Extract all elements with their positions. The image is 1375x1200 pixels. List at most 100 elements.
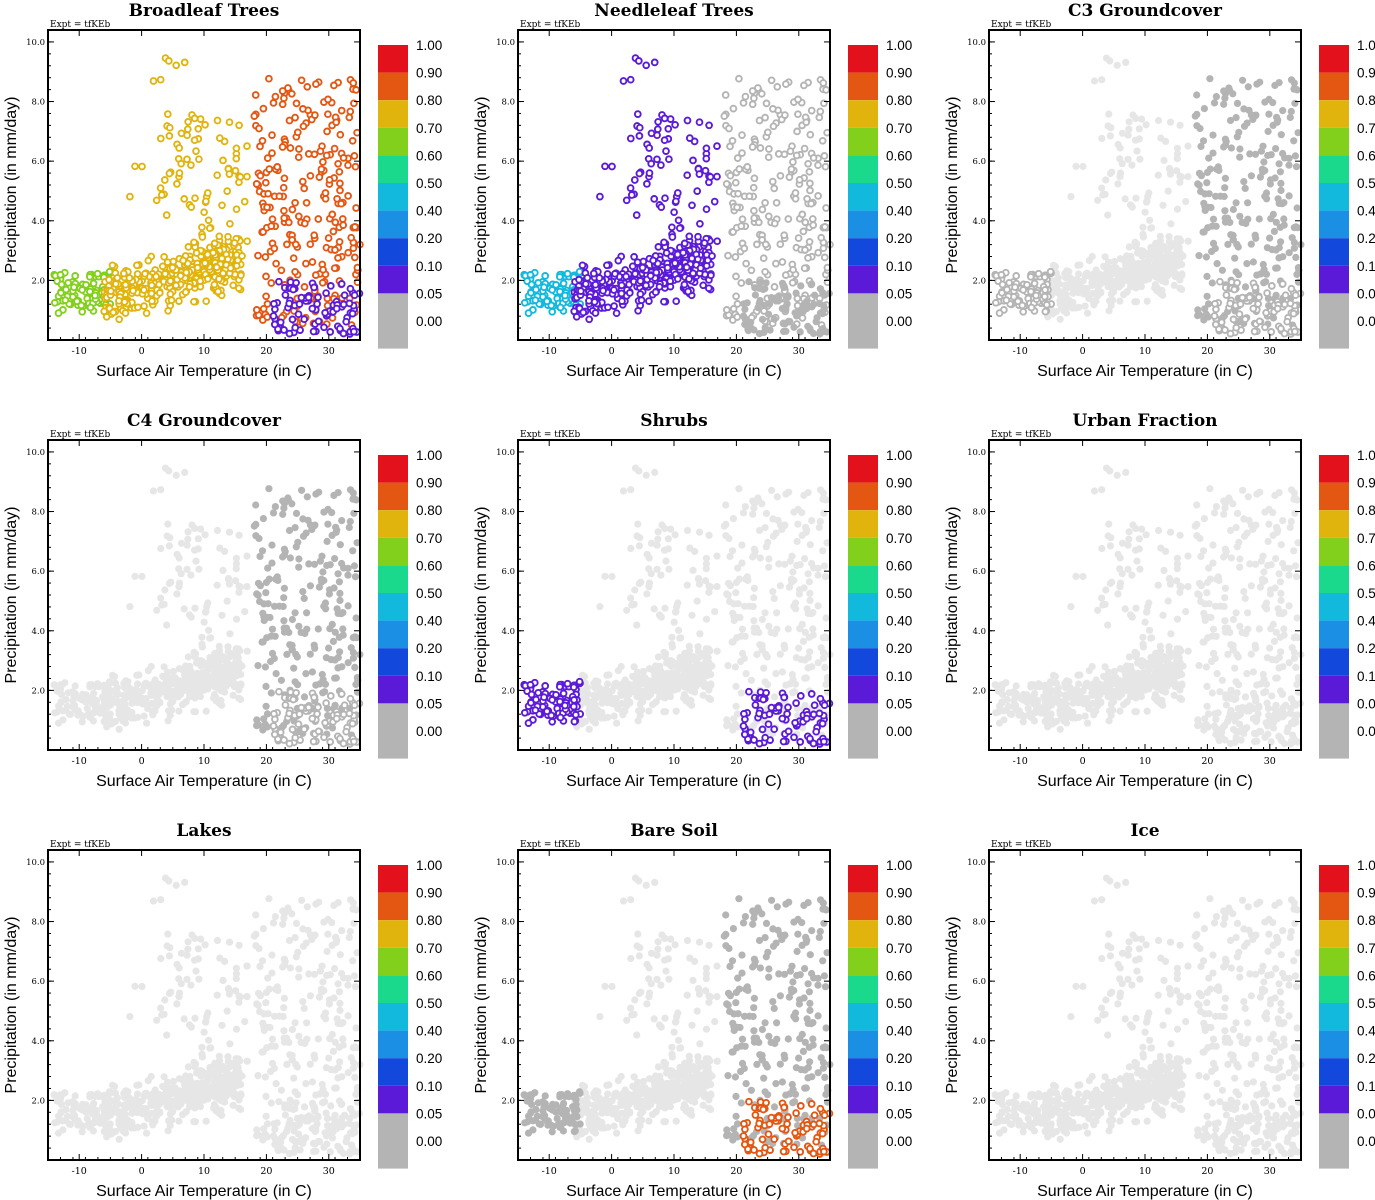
data-point <box>749 553 757 561</box>
data-point <box>1102 270 1110 278</box>
data-point <box>1291 291 1300 300</box>
data-point <box>311 111 319 119</box>
data-point <box>270 730 279 739</box>
data-point <box>675 626 683 634</box>
data-point <box>215 275 223 283</box>
data-point <box>821 663 829 672</box>
data-point <box>1146 216 1154 224</box>
data-point <box>291 733 300 742</box>
data-point <box>225 170 234 178</box>
data-point <box>265 165 274 173</box>
colorbar-swatch <box>378 620 408 649</box>
data-point <box>1116 169 1125 177</box>
data-point <box>1209 149 1217 157</box>
data-point <box>750 504 758 512</box>
data-point <box>556 303 565 312</box>
data-point <box>345 113 354 122</box>
data-point <box>202 707 210 715</box>
colorbar: 1.000.900.800.700.600.500.400.200.100.05… <box>378 448 442 759</box>
colorbar-swatch <box>1319 155 1349 183</box>
data-point <box>321 308 329 317</box>
data-point <box>172 61 181 70</box>
data-point <box>210 691 218 699</box>
data-point <box>799 227 808 236</box>
data-point <box>164 57 173 65</box>
data-point <box>334 570 342 578</box>
data-point <box>762 509 771 517</box>
data-point <box>165 579 173 588</box>
data-point <box>350 562 358 570</box>
data-point <box>670 618 678 626</box>
data-point <box>1290 137 1298 145</box>
expt-label: Expt = tfKEb <box>50 430 111 440</box>
data-point <box>1167 220 1175 228</box>
data-point <box>769 515 777 523</box>
data-point <box>613 719 621 727</box>
data-point <box>591 280 600 289</box>
data-point <box>165 467 173 475</box>
data-point <box>1290 79 1298 87</box>
data-point <box>205 626 213 634</box>
data-point <box>195 155 203 164</box>
data-point <box>167 296 176 305</box>
data-point <box>689 156 697 165</box>
data-point <box>733 313 742 321</box>
data-point <box>754 494 762 502</box>
data-point <box>708 252 716 260</box>
y-tick-label: 6.0 <box>501 567 515 577</box>
data-point <box>660 648 668 656</box>
data-point <box>548 307 557 316</box>
data-point <box>1156 232 1164 240</box>
data-point <box>762 688 770 697</box>
data-point <box>166 277 175 285</box>
data-point <box>610 286 618 294</box>
data-point <box>1253 271 1261 279</box>
data-point <box>190 136 199 145</box>
data-point <box>1168 264 1176 272</box>
data-point <box>299 588 307 596</box>
colorbar-swatch <box>848 620 878 649</box>
data-point <box>780 231 789 240</box>
colorbar-swatch <box>378 127 408 156</box>
data-point <box>685 642 693 650</box>
data-point <box>808 215 817 223</box>
data-point <box>596 603 604 611</box>
data-point <box>1286 299 1295 308</box>
data-point <box>589 269 598 278</box>
data-point <box>626 699 634 707</box>
data-point <box>1040 292 1049 301</box>
data-point <box>737 222 746 230</box>
data-point <box>275 277 283 286</box>
colorbar-swatch <box>848 321 878 349</box>
data-point <box>671 531 679 539</box>
data-point <box>162 211 171 219</box>
data-point <box>681 649 689 658</box>
data-point <box>750 326 758 334</box>
colorbar-swatch <box>848 648 878 676</box>
y-tick-label: 2.0 <box>31 276 45 286</box>
data-point <box>540 283 548 292</box>
data-point <box>352 86 360 94</box>
data-point <box>1118 272 1126 280</box>
colorbar-label: 0.50 <box>416 586 442 601</box>
data-point <box>1132 136 1140 144</box>
data-point <box>631 269 640 278</box>
data-point <box>263 613 271 621</box>
data-point <box>792 699 800 707</box>
data-point <box>745 278 753 286</box>
colorbar: 1.000.900.800.700.600.500.400.200.100.05… <box>848 448 912 759</box>
data-point <box>1273 304 1282 313</box>
data-point <box>792 151 801 160</box>
data-point <box>631 680 639 688</box>
data-point <box>1241 184 1249 192</box>
data-point <box>180 58 189 67</box>
data-point <box>595 274 604 282</box>
data-point <box>571 710 580 719</box>
data-point <box>202 297 211 306</box>
data-point <box>1204 203 1212 211</box>
data-point <box>303 493 311 501</box>
data-point <box>264 600 272 608</box>
colorbar-label: 0.05 <box>1357 286 1375 301</box>
x-tick-label: 0 <box>609 756 615 767</box>
